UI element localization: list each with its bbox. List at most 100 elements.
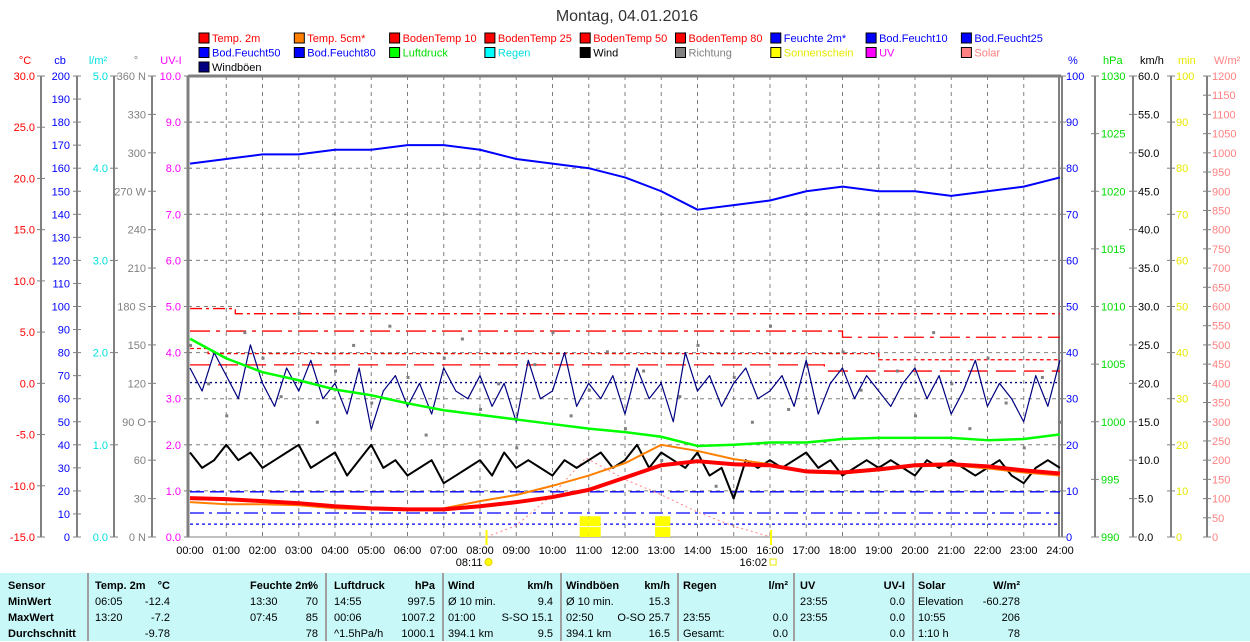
- axis-tick-label: 1100: [1212, 109, 1236, 121]
- direction-dot: [225, 414, 229, 418]
- axis-tick-label: 4.0: [166, 348, 181, 360]
- x-tick-label: 07:00: [430, 545, 458, 557]
- axis-tick-label: 330: [128, 109, 146, 121]
- grid: [186, 74, 1061, 538]
- x-tick-label: 12:00: [611, 545, 639, 557]
- legend-label: Richtung: [689, 48, 732, 60]
- sun-icon: [484, 558, 493, 566]
- axis-tick-label: 80: [1176, 163, 1188, 175]
- legend-label: BodenTemp 10: [403, 33, 477, 45]
- direction-dot: [352, 343, 356, 347]
- axis-unit-label: l/m²: [89, 55, 108, 67]
- axis-tick-label: 300: [128, 148, 146, 160]
- axis-tick-label: 10: [1066, 486, 1078, 498]
- axis-tick-label: 5.0: [20, 327, 35, 339]
- axis-unit-label: UV-I: [160, 55, 181, 67]
- sunset-label: 16:02: [740, 557, 768, 569]
- axis-tick-label: 20: [1066, 440, 1078, 452]
- stats-value: UV-I: [883, 580, 905, 592]
- direction-dot: [732, 375, 736, 379]
- stats-column: Luftdruck hPa 14:55 997.5 00:06 1007.2 ^1.5hPa…: [334, 573, 435, 641]
- stats-row: 02:50 O-SO 25.7: [566, 610, 670, 626]
- luftdruck-line: [189, 337, 1061, 448]
- stats-row: 00:06 1007.2: [334, 610, 435, 626]
- axis-tick-label: 30.0: [1138, 302, 1159, 314]
- direction-dot: [424, 433, 428, 437]
- x-tick-label: 17:00: [792, 545, 820, 557]
- axis-tick-label: 2.0: [166, 440, 181, 452]
- x-tick-label: 01:00: [212, 545, 240, 557]
- axis-tick-label: 8.0: [166, 163, 181, 175]
- direction-dot: [1022, 446, 1026, 450]
- stats-column: Temp. 2m °C 06:05 -12.4 13:20 -7.2 -9.78: [95, 573, 170, 641]
- legend-swatch: [484, 32, 496, 44]
- direction-dot: [714, 484, 718, 488]
- legend-swatch: [198, 61, 210, 73]
- axis-tick-label: 150: [1212, 474, 1230, 486]
- axis-tick-label: 1020: [1101, 186, 1125, 198]
- direction-dot: [932, 331, 936, 335]
- table-separator: [677, 573, 679, 641]
- axis-tick-label: 100: [52, 302, 70, 314]
- legend-swatch: [293, 32, 305, 44]
- axis-tick-label: 1000: [1101, 417, 1125, 429]
- axis-tick-label: 70: [58, 371, 70, 383]
- direction-dot: [750, 420, 754, 424]
- axis-tick-label: 50: [1066, 302, 1078, 314]
- axis-tick-label: 10.0: [14, 276, 35, 288]
- stats-value: 1007.2: [401, 612, 435, 624]
- axis-tick-label: 140: [52, 209, 70, 221]
- table-separator: [442, 573, 444, 641]
- stats-label: 00:06: [334, 612, 362, 624]
- direction-dot: [406, 375, 410, 379]
- axis-tick-label: 90: [58, 325, 70, 337]
- axis-tick-label: 1150: [1212, 90, 1236, 102]
- direction-dot: [624, 427, 627, 431]
- axis-tick-label: -5.0: [16, 430, 35, 442]
- legend-label: Solar: [974, 48, 1000, 60]
- series-marks: [189, 144, 1062, 538]
- temp-2m-line: [189, 459, 1061, 512]
- direction-dot: [587, 388, 591, 392]
- axis-tick-label: 1050: [1212, 129, 1236, 141]
- stats-label: MaxWert: [8, 612, 54, 624]
- direction-dot: [1004, 401, 1008, 405]
- stats-row: 0.0: [800, 626, 905, 642]
- axis-tick-label: 10: [58, 509, 70, 521]
- stats-label: 23:55: [800, 596, 828, 608]
- axis-tick-label: 1015: [1101, 244, 1125, 256]
- axis-tick-label: 80: [1066, 163, 1078, 175]
- direction-dot: [207, 382, 211, 386]
- axis-tick-label: 0 N: [129, 532, 146, 544]
- stats-row: 78: [250, 626, 318, 642]
- stats-row: 13:30 70: [250, 594, 318, 610]
- x-tick-label: 02:00: [249, 545, 277, 557]
- axis-tick-label: 100: [1176, 71, 1194, 83]
- legend-label: Bod.Feucht80: [307, 48, 376, 60]
- weather-chart: Montag, 04.01.2016 Temp. 2m Temp. 5cm* Bod…: [10, 8, 1241, 569]
- x-tick-label: 06:00: [394, 545, 422, 557]
- stats-value: 78: [305, 628, 318, 640]
- axis-tick-label: 1.0: [166, 486, 181, 498]
- stats-row: 394.1 km 16.5: [566, 626, 670, 642]
- stats-row: 23:55 0.0: [683, 610, 788, 626]
- direction-dot: [261, 356, 265, 360]
- stats-value: °C: [157, 580, 170, 592]
- stats-header: Sensor: [8, 578, 80, 594]
- direction-dot: [533, 363, 537, 367]
- x-tick-label: 19:00: [865, 545, 893, 557]
- stats-row: 23:55 0.0: [800, 594, 905, 610]
- direction-dot: [696, 343, 700, 347]
- stats-row: 01:00 S-SO 15.1: [448, 610, 553, 626]
- stats-label: MinWert: [8, 596, 52, 608]
- stats-column: UV UV-I 23:55 0.0 23:55 0.0 0.0: [800, 573, 905, 641]
- axis-tick-label: 5.0: [166, 302, 181, 314]
- legend-swatch: [198, 32, 210, 44]
- axis-tick-label: 1000: [1212, 148, 1236, 160]
- axis-tick-label: 0.0: [20, 378, 35, 390]
- stats-label: 1:10 h: [918, 628, 949, 640]
- direction-dot: [442, 356, 446, 360]
- axis-tick-label: 995: [1101, 474, 1119, 486]
- stats-header: Temp. 2m °C: [95, 578, 170, 594]
- axis-tick-label: 50: [1212, 513, 1224, 525]
